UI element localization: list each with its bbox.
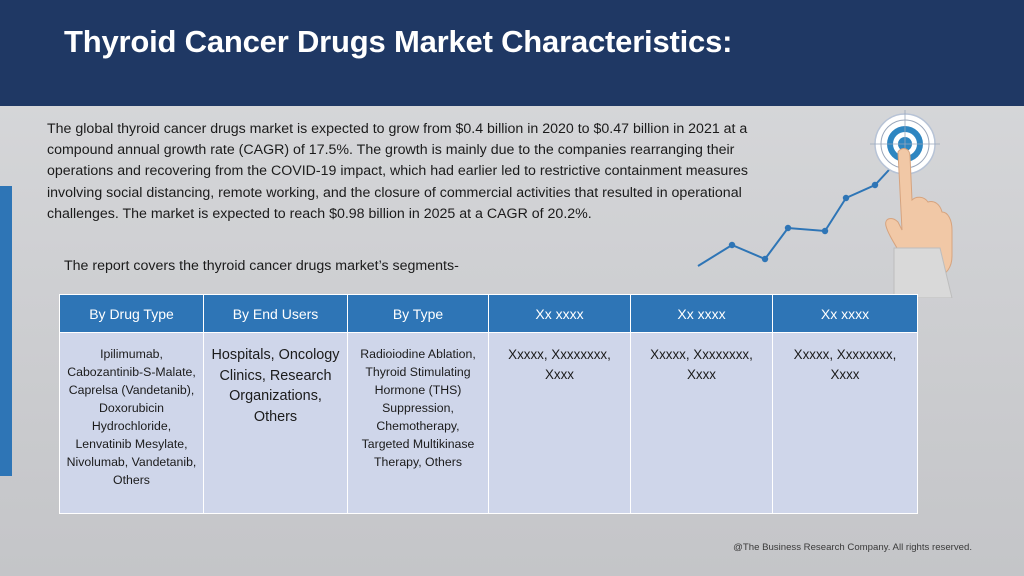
target-icon xyxy=(870,110,940,178)
table-cell-placeholder-1: Xxxxx, Xxxxxxxx, Xxxx xyxy=(488,332,631,514)
segments-table: By Drug Type By End Users By Type Xx xxx… xyxy=(59,294,918,514)
hand-icon xyxy=(885,148,953,298)
table-cell-placeholder-2: Xxxxx, Xxxxxxxx, Xxxx xyxy=(630,332,773,514)
table-header-row: By Drug Type By End Users By Type Xx xxx… xyxy=(59,294,918,333)
growth-line-points xyxy=(728,181,879,263)
table-cell-end-users: Hospitals, Oncology Clinics, Research Or… xyxy=(203,332,348,514)
table-cell-drug-types: Ipilimumab, Cabozantinib-S-Malate, Capre… xyxy=(59,332,204,514)
left-accent-bar xyxy=(0,186,12,476)
page-title: Thyroid Cancer Drugs Market Characterist… xyxy=(64,24,733,59)
table-header-drug-type: By Drug Type xyxy=(59,294,204,333)
table-header-placeholder-3: Xx xxxx xyxy=(772,294,918,333)
segments-intro: The report covers the thyroid cancer dru… xyxy=(64,258,459,274)
table-row: Ipilimumab, Cabozantinib-S-Malate, Capre… xyxy=(59,332,918,514)
table-header-placeholder-1: Xx xxxx xyxy=(488,294,631,333)
table-cell-types: Radioiodine Ablation, Thyroid Stimulatin… xyxy=(347,332,489,514)
table-header-placeholder-2: Xx xxxx xyxy=(630,294,773,333)
table-cell-placeholder-3: Xxxxx, Xxxxxxxx, Xxxx xyxy=(772,332,918,514)
target-growth-hand-icon xyxy=(697,110,953,298)
header-bar: Thyroid Cancer Drugs Market Characterist… xyxy=(0,0,1024,106)
footer-copyright: @The Business Research Company. All righ… xyxy=(733,542,972,553)
table-header-end-users: By End Users xyxy=(203,294,348,333)
intro-paragraph: The global thyroid cancer drugs market i… xyxy=(47,121,749,222)
table-header-type: By Type xyxy=(347,294,489,333)
growth-line xyxy=(697,157,901,267)
